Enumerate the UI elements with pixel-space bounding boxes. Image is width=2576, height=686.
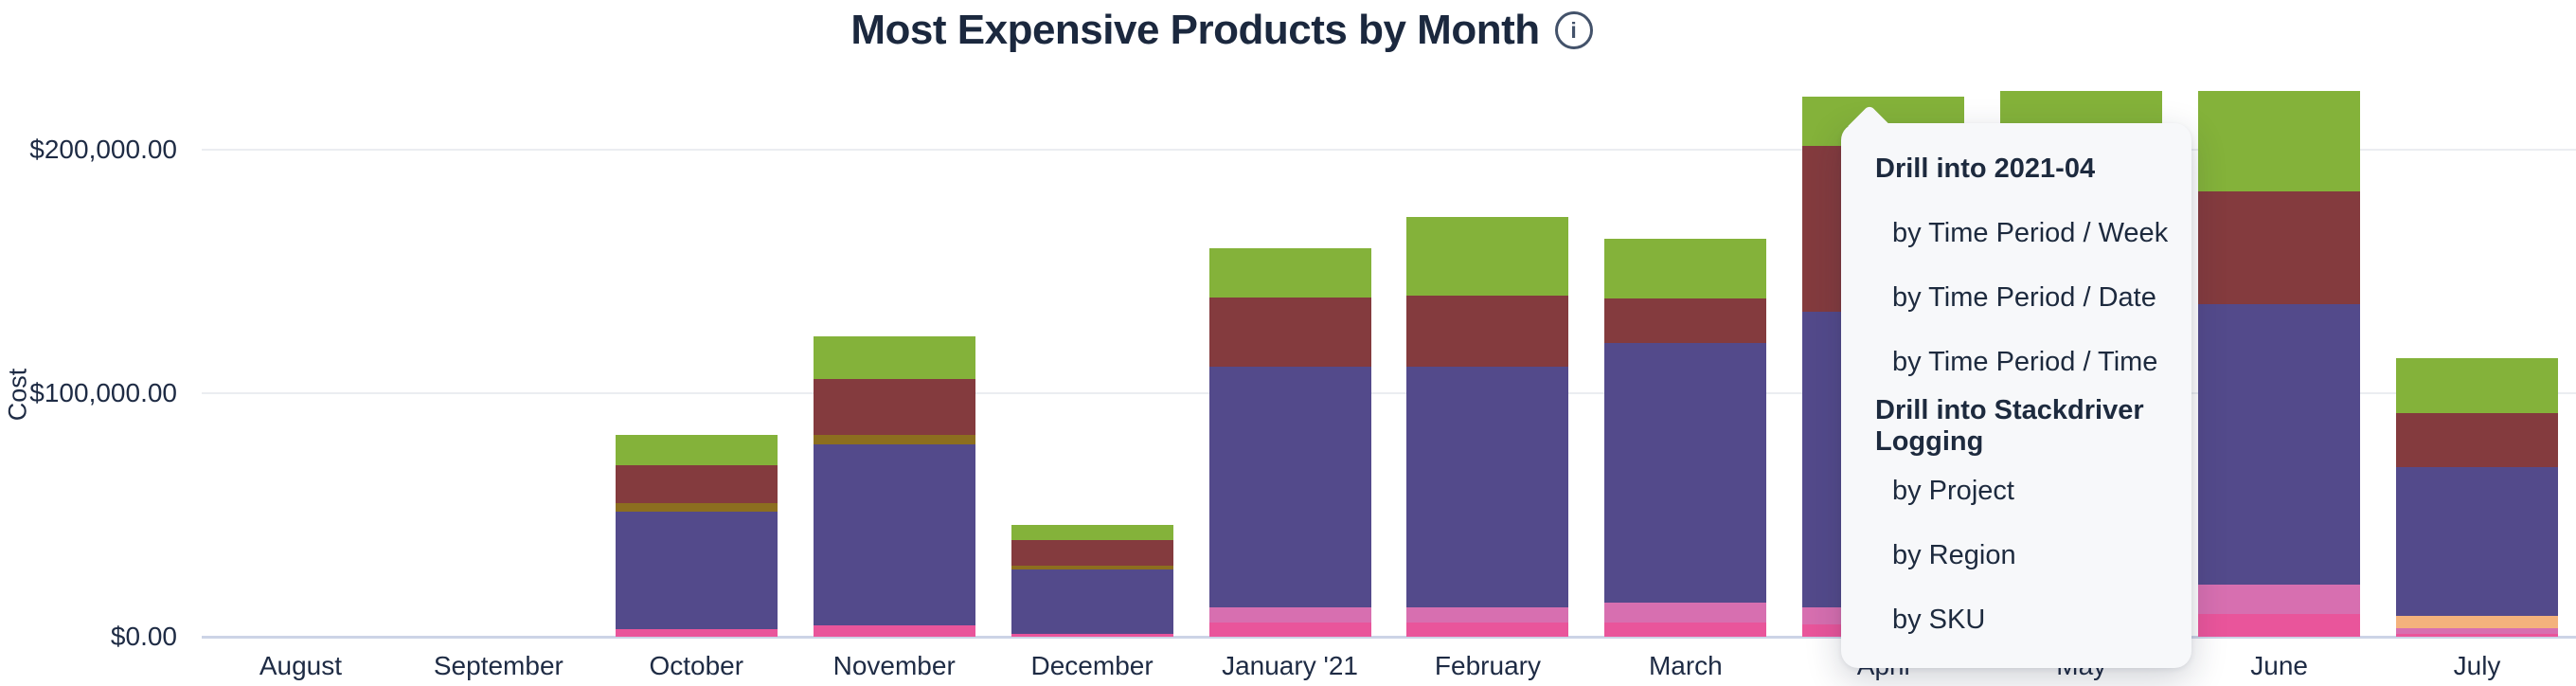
bar-segment-purple[interactable] [1406, 366, 1569, 608]
x-axis-label: October [649, 651, 744, 680]
bar-segment-maroon[interactable] [2198, 190, 2361, 305]
bar-segment-pink-bright[interactable] [2198, 613, 2361, 637]
bar-segment-purple[interactable] [2396, 467, 2559, 617]
bar-segment-green[interactable] [1208, 248, 1371, 298]
y-tick-100k: $100,000.00 [29, 378, 177, 407]
bar-segment-green[interactable] [1011, 524, 1173, 540]
bar-segment-pink-bright[interactable] [1604, 622, 1767, 637]
bar-segment-green[interactable] [813, 335, 975, 379]
month-bar-july[interactable] [2396, 357, 2559, 637]
bar-segment-maroon[interactable] [2396, 412, 2559, 468]
month-bar-october[interactable] [615, 434, 778, 637]
bar-segment-purple[interactable] [1208, 366, 1371, 608]
bar-segment-pink-bright[interactable] [1011, 633, 1173, 637]
x-axis-label: December [1030, 651, 1154, 680]
bar-segment-green[interactable] [615, 434, 778, 465]
bar-segment-orange[interactable] [2396, 616, 2559, 629]
x-axis-label: January '21 [1222, 651, 1358, 680]
bar-segment-green[interactable] [1604, 238, 1767, 298]
bar-segment-pink-bright[interactable] [2396, 634, 2559, 637]
menu-item-week[interactable]: by Time Period / Week [1892, 217, 2169, 248]
bar-segment-pink-light[interactable] [2198, 584, 2361, 614]
month-bar-december[interactable] [1011, 524, 1173, 637]
month-bar-february[interactable] [1406, 216, 1569, 637]
bar-segment-green[interactable] [1406, 216, 1569, 297]
bar-segment-pink-light[interactable] [2396, 628, 2559, 635]
bar-segment-maroon[interactable] [1604, 298, 1767, 344]
bar-segment-olive[interactable] [615, 502, 778, 512]
bar-segment-pink-bright[interactable] [813, 625, 975, 637]
bar-segment-purple[interactable] [813, 443, 975, 626]
gridline-200k [202, 149, 2576, 151]
drill-menu: Drill into 2021-04 by Time Period / Week… [1841, 104, 2191, 668]
x-axis-label: July [2453, 651, 2501, 680]
menu-item-time[interactable]: by Time Period / Time [1892, 346, 2158, 377]
gridline-100k [202, 392, 2576, 394]
x-axis-label: September [433, 651, 564, 680]
bar-segment-maroon[interactable] [1208, 297, 1371, 367]
bar-segment-purple[interactable] [615, 511, 778, 630]
drill-menu-header-stackdriver: Drill into Stackdriver Logging [1875, 395, 2144, 457]
bar-segment-purple[interactable] [1011, 569, 1173, 634]
x-axis-label: February [1434, 651, 1541, 680]
bar-segment-maroon[interactable] [1011, 540, 1173, 566]
info-icon[interactable]: i [1554, 11, 1593, 49]
y-tick-0: $0.00 [110, 622, 177, 651]
x-axis-label: June [2250, 651, 2308, 680]
month-bar-march[interactable] [1604, 238, 1767, 637]
menu-item-date[interactable]: by Time Period / Date [1892, 281, 2156, 313]
page-title: Most Expensive Products by Month [850, 7, 1540, 53]
bar-segment-maroon[interactable] [615, 464, 778, 503]
y-tick-200k: $200,000.00 [29, 135, 177, 164]
bar-segment-pink-bright[interactable] [1406, 622, 1569, 637]
month-bar-june[interactable] [2198, 91, 2361, 637]
month-bar-november[interactable] [813, 335, 975, 637]
drill-menu-header-time: Drill into 2021-04 [1875, 153, 2096, 184]
plot-area: August September October November December Ja… [202, 0, 2576, 686]
chart-header: Most Expensive Products by Month i [0, 6, 2510, 55]
bar-segment-olive[interactable] [813, 434, 975, 444]
x-axis-label: August [259, 651, 343, 680]
bar-segment-maroon[interactable] [1406, 296, 1569, 367]
x-axis-label: November [832, 651, 956, 680]
bar-segment-pink-light[interactable] [1208, 607, 1371, 623]
bar-segment-olive[interactable] [1011, 565, 1173, 569]
bar-segment-purple[interactable] [2198, 304, 2361, 585]
bar-segment-green[interactable] [2396, 357, 2559, 413]
menu-item-project[interactable]: by Project [1892, 475, 2014, 506]
bar-segment-maroon[interactable] [813, 378, 975, 435]
bar-segment-green[interactable] [2198, 91, 2361, 191]
bar-segment-pink-light[interactable] [1604, 603, 1767, 623]
menu-item-sku[interactable]: by SKU [1892, 604, 1986, 635]
bar-segment-pink-light[interactable] [1406, 607, 1569, 623]
bar-segment-pink-bright[interactable] [615, 629, 778, 637]
menu-item-region[interactable]: by Region [1892, 539, 2016, 570]
bar-segment-purple[interactable] [1604, 343, 1767, 604]
month-bar-january-21[interactable] [1208, 248, 1371, 637]
bar-segment-pink-bright[interactable] [1208, 622, 1371, 637]
x-axis-line [202, 636, 2576, 639]
x-axis-label: March [1648, 651, 1723, 680]
